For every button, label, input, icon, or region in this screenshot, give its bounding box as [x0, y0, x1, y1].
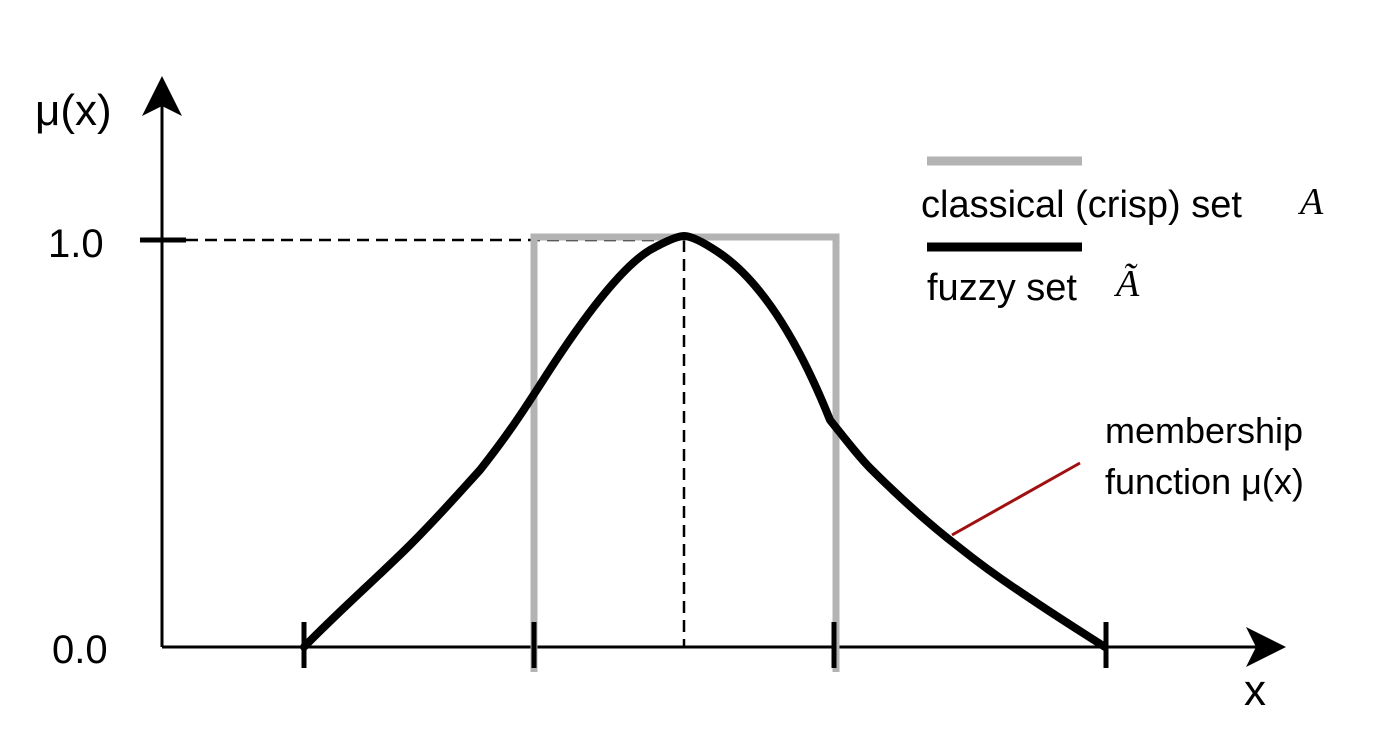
annotation-line1: membership — [1105, 410, 1303, 451]
legend-fuzzy-symbol: Ã — [1113, 263, 1140, 305]
annotation-pointer-line — [951, 461, 1081, 537]
legend-crisp-label: classical (crisp) set — [921, 184, 1242, 226]
annotation-line2: function μ(x) — [1105, 461, 1304, 502]
y-axis-label: μ(x) — [35, 86, 112, 135]
legend-crisp-symbol: A — [1297, 181, 1324, 223]
y-tick-label-bottom: 0.0 — [52, 628, 108, 672]
y-tick-label-top: 1.0 — [48, 222, 104, 266]
legend-fuzzy-label: fuzzy set — [927, 267, 1077, 309]
fuzzy-set-curve — [300, 232, 1109, 651]
x-axis-label: x — [1244, 666, 1266, 715]
